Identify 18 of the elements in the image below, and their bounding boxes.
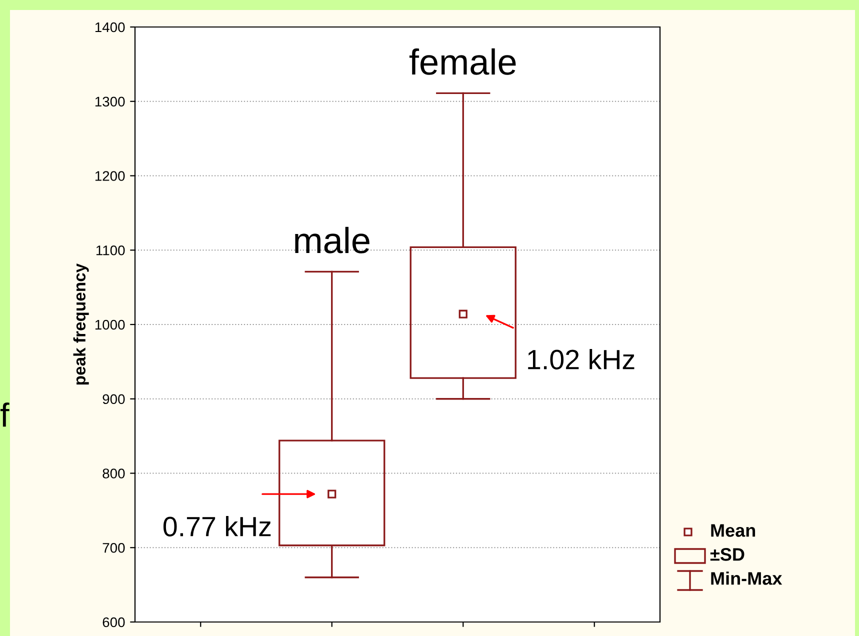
x-tick-label: male: [295, 226, 370, 254]
x-tick-label: female: [409, 48, 516, 75]
y-tick-label: 700: [102, 542, 125, 553]
y-axis-title: peak frequency: [73, 263, 89, 385]
y-tick-label: 1400: [95, 22, 125, 32]
y-tick-label: 1200: [95, 171, 125, 181]
text: ±SD: [710, 548, 744, 561]
y-tick-label: 1300: [95, 96, 125, 107]
y-tick-label: 600: [102, 617, 125, 628]
text: Mean: [711, 524, 756, 537]
annotation: 0.77 kHz: [163, 516, 271, 536]
annotation: 1.02 kHz: [528, 349, 634, 370]
y-tick-label: 1000: [95, 320, 125, 330]
text: f: [0, 402, 10, 427]
y-tick-label: 900: [102, 394, 125, 404]
y-tick-label: 800: [102, 468, 125, 478]
text: Min-Max: [711, 572, 782, 585]
y-tick-label: 1100: [96, 245, 125, 256]
